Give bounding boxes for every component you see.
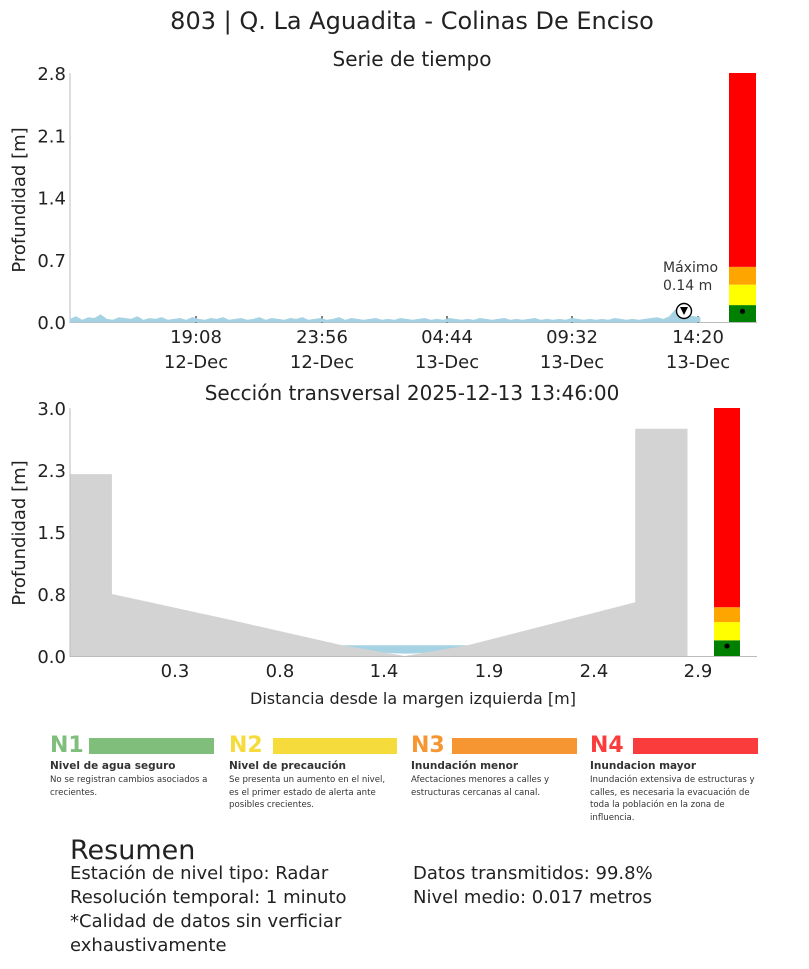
cross-section-alert-bar-level-dot	[724, 643, 730, 649]
time-series-xtick-date: 13-Dec	[540, 352, 604, 373]
summary-transmitted: Datos transmitidos: 99.8%	[413, 863, 653, 884]
time-series-ytick-label: 2.8	[37, 64, 66, 85]
time-series-xtick-date: 13-Dec	[415, 352, 479, 373]
time-series-alert-bar-segment-n3	[729, 266, 756, 285]
time-series-xtick-time: 04:44	[421, 327, 473, 348]
legend-n2-code: N2	[229, 733, 263, 758]
cross-section-ytick-label: 0.0	[37, 647, 66, 668]
time-series-ytick-label: 0.7	[37, 251, 66, 272]
summary-heading: Resumen	[70, 835, 196, 866]
time-series-title: Serie de tiempo	[333, 47, 492, 71]
cross-section-ytick-label: 1.5	[37, 523, 66, 544]
time-series-xtick-date: 12-Dec	[290, 352, 354, 373]
legend-n2-name: Nivel de precaución	[229, 760, 347, 772]
time-series-alert-bar-segment-n4	[729, 73, 756, 267]
cross-section-xtick-label: 0.8	[266, 661, 295, 682]
legend-n2-bar	[273, 738, 397, 754]
legend-n1-name: Nivel de agua seguro	[50, 760, 176, 772]
legend-n3-bar	[452, 738, 577, 754]
legend-n3-name: Inundación menor	[411, 760, 519, 772]
cross-section-xtick-label: 2.9	[684, 661, 713, 682]
legend-n3-code: N3	[411, 733, 445, 758]
legend-n4-code: N4	[590, 733, 624, 758]
summary-panel: Resumen Estación de nivel tipo: Radar Re…	[70, 835, 770, 965]
cross-section-title: Sección transversal 2025-12-13 13:46:00	[205, 381, 620, 405]
legend-n1-code: N1	[50, 733, 84, 758]
summary-mean-level: Nivel medio: 0.017 metros	[413, 887, 653, 908]
legend-n1-desc: No se registran cambios asociados a crec…	[50, 775, 208, 798]
time-series-xtick-time: 19:08	[170, 327, 222, 348]
cross-section-profile	[70, 428, 688, 656]
cross-section-ytick-label: 2.3	[37, 461, 66, 482]
summary-station-type: Estación de nivel tipo: Radar	[70, 863, 329, 884]
summary-resolution: Resolución temporal: 1 minuto	[70, 887, 347, 908]
time-series-xtick-date: 12-Dec	[164, 352, 228, 373]
cross-section-xtick-label: 0.3	[161, 661, 190, 682]
cross-section-chart: Sección transversal 2025-12-13 13:46:00 …	[9, 381, 757, 708]
max-value-label: 0.14 m	[663, 278, 712, 294]
legend-n4-name: Inundacion mayor	[590, 760, 697, 772]
cross-section-xtick-label: 2.4	[580, 661, 609, 682]
time-series-ytick-label: 1.4	[37, 189, 66, 210]
time-series-xtick-date: 13-Dec	[666, 352, 730, 373]
cross-section-ytick-label: 3.0	[37, 399, 66, 420]
time-series-ylabel: Profundidad [m]	[9, 127, 30, 272]
time-series-alert-bar-level-dot	[739, 308, 746, 314]
max-marker-icon	[675, 302, 693, 320]
time-series-alert-bar-segment-n2	[729, 284, 756, 306]
summary-quality-line2: exhaustivamente	[70, 935, 227, 956]
time-series-ytick-label: 2.1	[37, 126, 66, 147]
cross-section-ytick-label: 0.8	[37, 585, 66, 606]
cross-section-xtick-label: 1.4	[370, 661, 399, 682]
cross-section-ylabel: Profundidad [m]	[9, 460, 30, 605]
time-series-xtick-time: 14:20	[672, 327, 724, 348]
max-label: Máximo	[663, 260, 718, 276]
cross-section-xtick-label: 1.9	[475, 661, 504, 682]
legend-n2-desc: Se presenta un aumento en el nivel, es e…	[229, 775, 386, 811]
time-series-xtick-time: 09:32	[546, 327, 598, 348]
page-title: 803 | Q. La Aguadita - Colinas De Enciso	[170, 7, 654, 35]
time-series-ytick-label: 0.0	[37, 313, 66, 334]
alert-legend: N1 Nivel de agua seguro No se registran …	[0, 733, 809, 833]
legend-n1-bar	[89, 738, 214, 754]
cross-section-alert-bar-segment-n4	[714, 408, 740, 608]
time-series-area	[69, 309, 701, 323]
legend-n4-bar	[633, 738, 758, 754]
cross-section-alert-bar-segment-n3	[714, 607, 740, 623]
summary-quality-line1: *Calidad de datos sin verficiar	[70, 911, 342, 932]
time-series-xtick-time: 23:56	[296, 327, 348, 348]
cross-section-alert-bar-segment-n2	[714, 622, 740, 641]
legend-n4-desc: Inundación extensiva de estructuras y ca…	[590, 775, 755, 824]
time-series-chart: Serie de tiempo 0.0 0.7 1.4 2.1 2.8 19:08 12-…	[9, 47, 757, 373]
cross-section-xlabel: Distancia desde la margen izquierda [m]	[250, 689, 576, 708]
legend-n3-desc: Afectaciones menores a calles y estructu…	[411, 775, 550, 798]
